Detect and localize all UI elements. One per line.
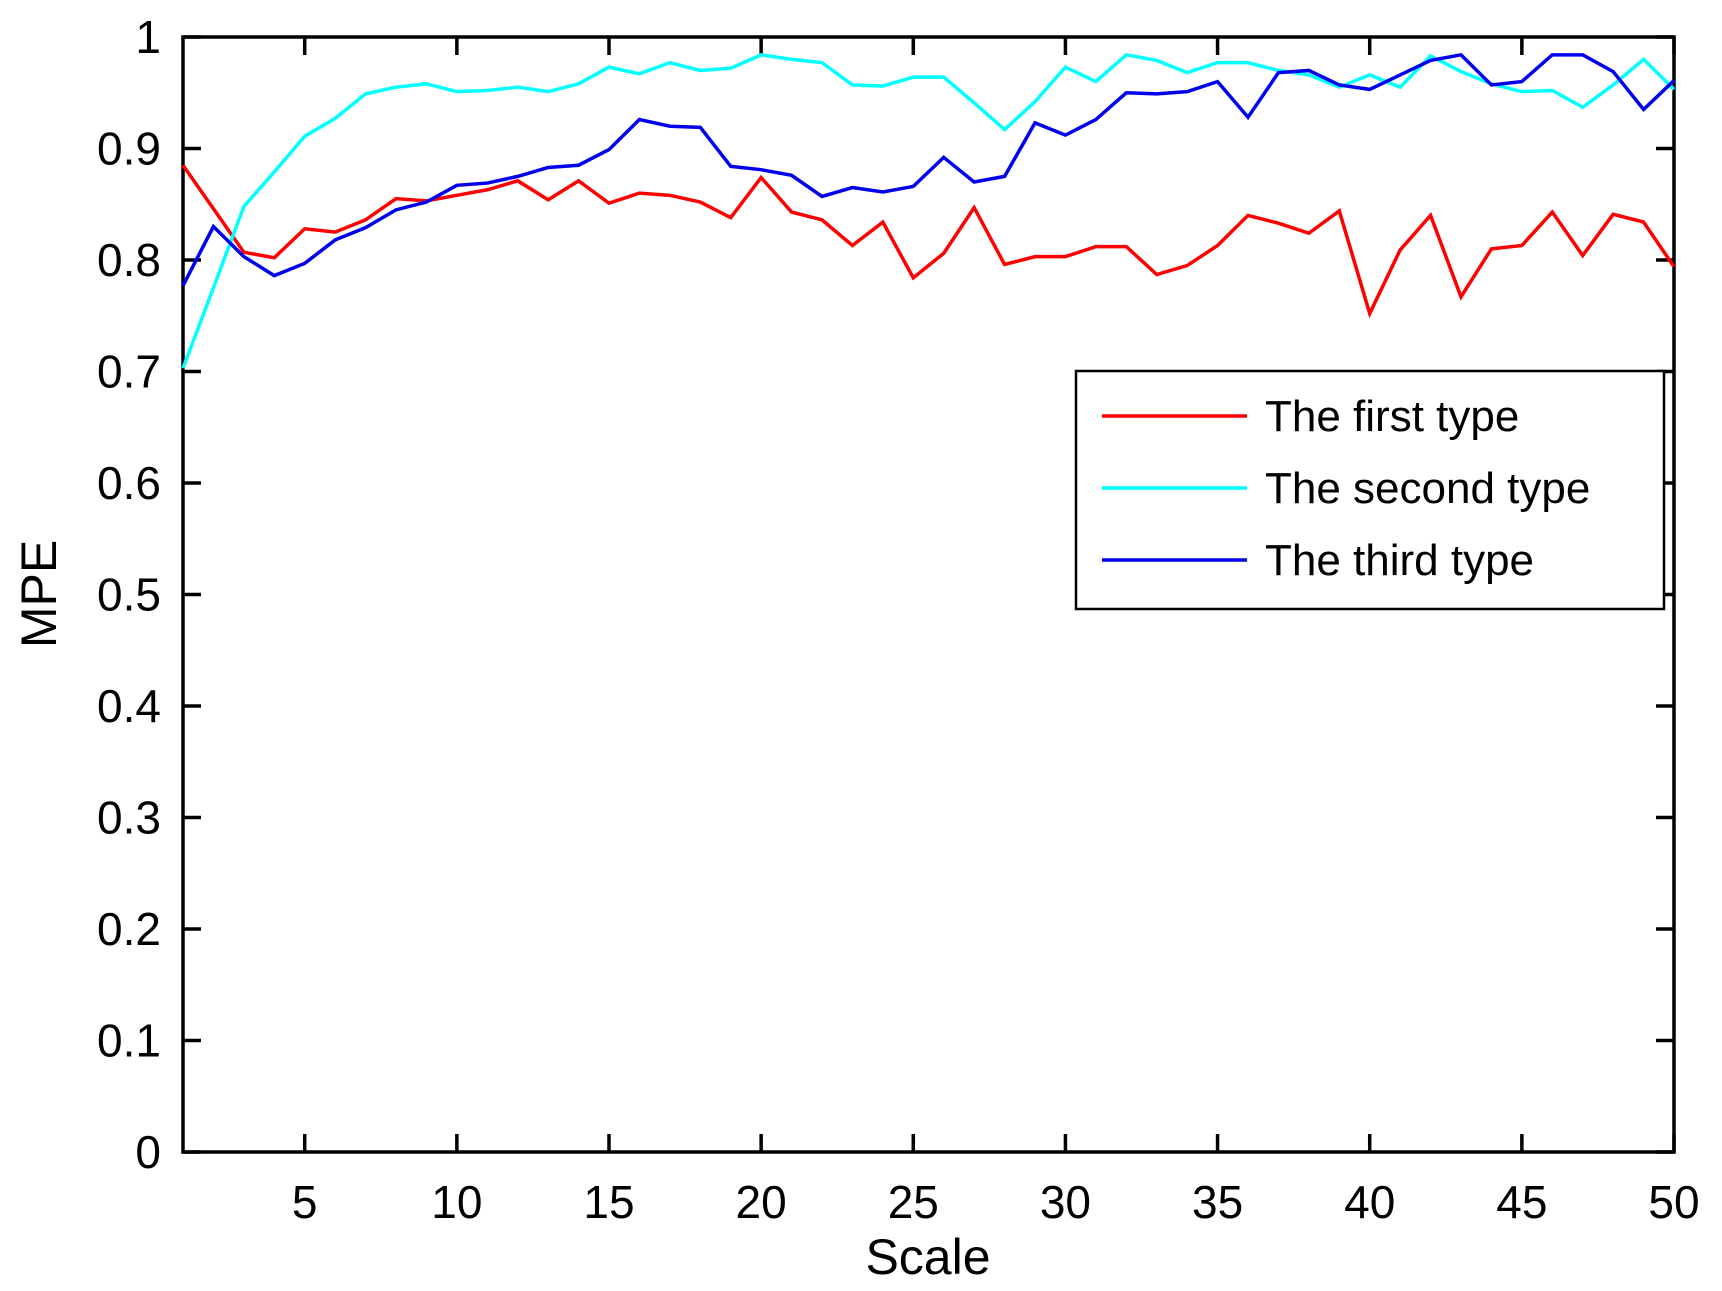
axes: 5 10 15 20 25 30 35 40 45 50 0 0.1 0.2 0.3 0.4 0.5 0.6 0.… <box>97 11 1700 1228</box>
legend: The first type The second type The third t… <box>1074 369 1666 611</box>
series-line-3 <box>181 52 1676 287</box>
y-tick-label: 0.6 <box>97 457 161 509</box>
x-tick-label: 10 <box>431 1176 482 1228</box>
y-tick-label: 0.4 <box>97 680 161 732</box>
series-line-1 <box>181 164 1676 319</box>
series-line-2 <box>181 52 1676 369</box>
x-tick-label: 35 <box>1192 1176 1243 1228</box>
y-tick-label: 0 <box>135 1126 161 1178</box>
y-tick-label: 0.7 <box>97 346 161 398</box>
y-tick-label: 0.3 <box>97 792 161 844</box>
x-tick-label: 40 <box>1344 1176 1395 1228</box>
x-tick-label: 15 <box>583 1176 634 1228</box>
x-tick-label: 45 <box>1496 1176 1547 1228</box>
legend-entry-label: The first type <box>1265 392 1519 441</box>
y-tick-label: 0.2 <box>97 903 161 955</box>
x-tick-label: 25 <box>888 1176 939 1228</box>
y-tick-label: 1 <box>135 11 161 63</box>
legend-entry-label: The third type <box>1265 536 1534 585</box>
x-axis-label: Scale <box>865 1229 990 1285</box>
x-tick-label: 20 <box>736 1176 787 1228</box>
y-axis-label: MPE <box>11 540 67 648</box>
y-tick-label: 0.5 <box>97 569 161 621</box>
x-tick-label: 30 <box>1040 1176 1091 1228</box>
legend-entry-label: The second type <box>1265 464 1590 513</box>
legend-box <box>1074 369 1666 611</box>
x-tick-label: 50 <box>1648 1176 1699 1228</box>
x-tick-label: 5 <box>292 1176 318 1228</box>
y-tick-label: 0.9 <box>97 123 161 175</box>
y-tick-label: 0.1 <box>97 1015 161 1067</box>
y-tick-label: 0.8 <box>97 234 161 286</box>
plot-series <box>181 52 1676 369</box>
